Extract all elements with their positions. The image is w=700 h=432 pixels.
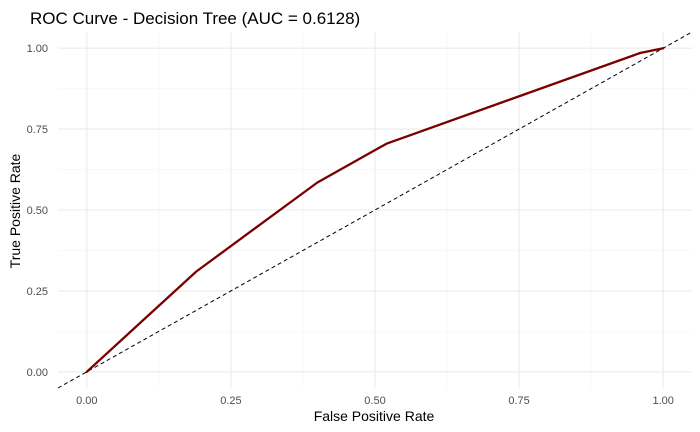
x-axis-label: False Positive Rate [314,408,435,424]
y-tick-label: 0.75 [27,124,48,136]
x-tick-label: 0.25 [220,395,241,407]
y-axis-ticks: 0.00 0.25 0.50 0.75 1.00 [27,43,48,379]
y-tick-label: 0.50 [27,205,48,217]
x-tick-label: 1.00 [652,395,673,407]
chart-title: ROC Curve - Decision Tree (AUC = 0.6128) [30,9,360,28]
x-tick-label: 0.50 [364,395,385,407]
y-tick-label: 1.00 [27,43,48,55]
x-tick-label: 0.00 [76,395,97,407]
y-tick-label: 0.25 [27,286,48,298]
x-axis-ticks: 0.00 0.25 0.50 0.75 1.00 [76,395,674,407]
reference-line-group [57,31,693,389]
x-tick-label: 0.75 [508,395,529,407]
grid [58,32,692,388]
reference-diagonal-line [57,31,693,389]
roc-series-line [85,47,665,373]
y-tick-label: 0.00 [27,367,48,379]
series-group [85,47,665,373]
y-axis-label: True Positive Rate [7,153,23,268]
